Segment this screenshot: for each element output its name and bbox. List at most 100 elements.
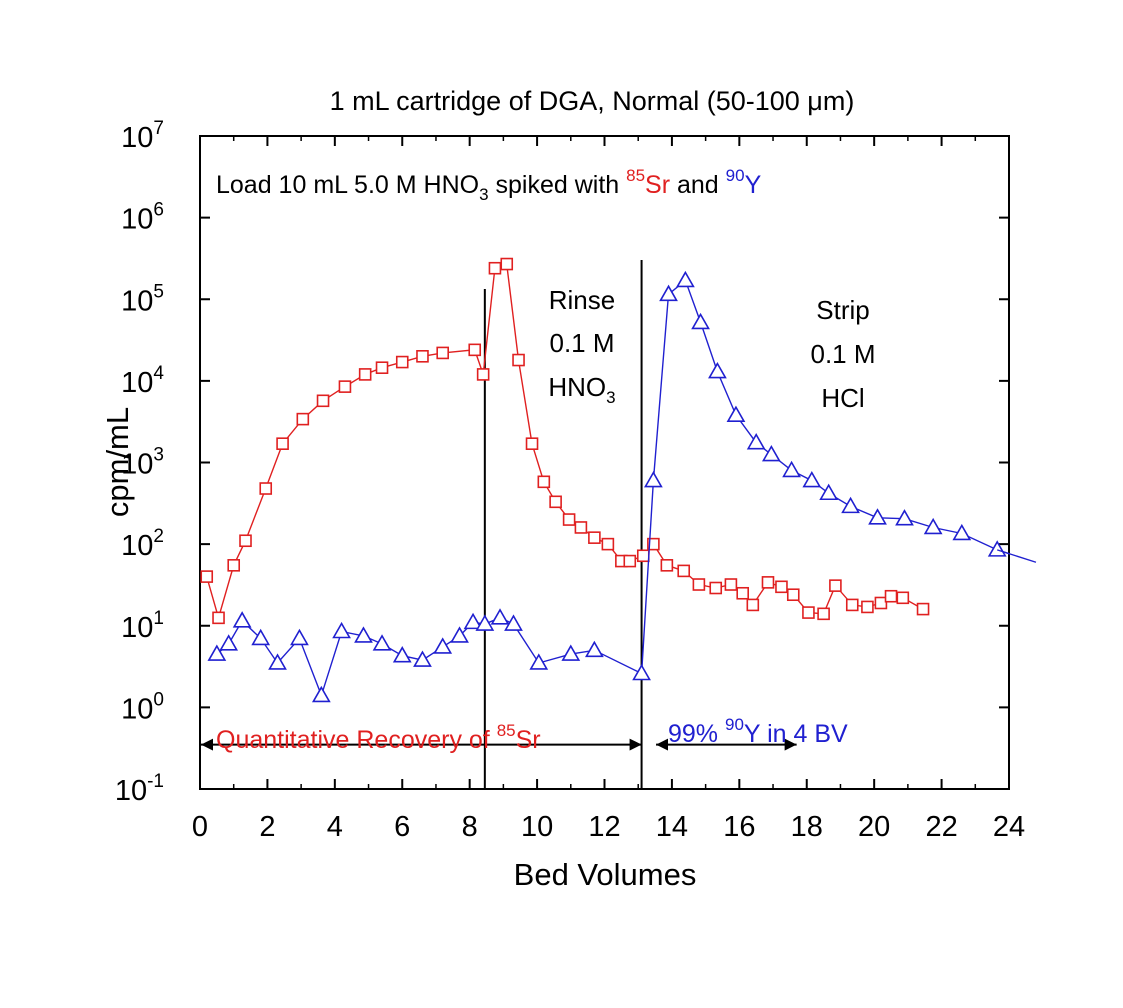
square-point — [761, 576, 775, 589]
square-point — [500, 257, 514, 271]
triangle-point — [585, 640, 604, 658]
x-axis-label: Bed Volumes — [514, 857, 697, 892]
series-line — [216, 279, 1009, 698]
square-point — [549, 495, 562, 509]
triangle-point — [392, 646, 412, 663]
load-annotation: Load 10 mL 5.0 M HNO3 spiked with 85Sr a… — [216, 166, 762, 204]
x-tick-label: 16 — [723, 811, 755, 843]
square-point — [736, 586, 750, 600]
square-point — [786, 588, 800, 602]
x-tick-label: 10 — [521, 811, 553, 843]
y-tick-label: 101 — [121, 608, 164, 644]
triangle-point — [529, 653, 549, 670]
x-tick-label: 2 — [259, 811, 275, 843]
triangle-point — [632, 663, 651, 681]
x-tick-label: 20 — [858, 811, 890, 843]
square-point — [896, 591, 910, 605]
triangle-point — [354, 626, 373, 643]
square-point — [861, 600, 874, 614]
x-tick-label: 8 — [462, 811, 478, 843]
square-point — [395, 355, 409, 369]
square-point — [916, 602, 930, 616]
triangle-point — [895, 509, 914, 526]
triangle-point — [433, 637, 453, 654]
triangle-point — [372, 634, 392, 651]
x-tick-label: 6 — [394, 811, 410, 843]
square-point — [488, 261, 502, 275]
y-tick-label: 104 — [121, 363, 164, 399]
square-point — [601, 537, 615, 551]
square-point — [677, 564, 691, 578]
triangle-point — [659, 284, 678, 302]
series-line-overflow — [996, 549, 1037, 563]
square-point — [802, 606, 815, 619]
square-point — [259, 482, 273, 495]
y-tick-labels: 10-1 100 101 102 103 104 105 106 107 — [115, 118, 165, 807]
square-point — [588, 531, 601, 544]
y-tick-label: 106 — [121, 200, 164, 236]
triangle-point — [841, 496, 860, 514]
x-tick-label: 14 — [656, 811, 688, 843]
square-point — [829, 579, 842, 592]
series-triangle — [207, 270, 1009, 703]
square-point — [623, 554, 637, 568]
svg-text:HCl: HCl — [821, 383, 864, 413]
square-point — [692, 578, 706, 591]
svg-text:0.1 M: 0.1 M — [549, 328, 614, 358]
square-point — [375, 361, 389, 375]
y-tick-label: 105 — [121, 281, 164, 317]
square-point — [775, 580, 788, 594]
y-axis-label: cpm/mL — [100, 407, 135, 517]
square-point — [525, 437, 539, 450]
square-point — [436, 346, 450, 360]
x-tick-label: 12 — [588, 811, 620, 843]
triangle-point — [475, 614, 495, 631]
triangle-point — [923, 517, 943, 535]
square-point — [316, 394, 330, 408]
triangle-point — [561, 644, 581, 661]
strip-annotation: Strip 0.1 M HCl — [810, 295, 875, 413]
x-tick-label: 0 — [192, 811, 208, 843]
triangle-point — [987, 540, 1007, 557]
triangle-point — [311, 685, 331, 703]
y-tick-label: 103 — [121, 445, 164, 481]
x-tick-label: 18 — [791, 811, 823, 843]
triangle-point — [413, 650, 432, 667]
square-point — [276, 437, 289, 450]
triangle-point — [868, 508, 887, 525]
sr-recovery-label: Quantitative Recovery of 85Sr — [216, 721, 541, 754]
square-point — [227, 559, 241, 572]
triangle-point — [232, 611, 252, 628]
square-point — [212, 611, 225, 625]
rinse-annotation: Rinse 0.1 M HNO3 — [548, 285, 615, 407]
triangle-point — [819, 483, 839, 501]
square-point — [724, 578, 738, 591]
square-point — [660, 559, 674, 572]
triangle-point — [219, 634, 239, 651]
square-point — [416, 350, 429, 363]
square-point — [468, 343, 482, 357]
triangle-point — [268, 653, 287, 670]
square-point — [647, 537, 660, 551]
y-tick-label: 10-1 — [115, 771, 164, 807]
triangle-point — [207, 644, 227, 661]
square-point — [537, 475, 551, 489]
triangle-point — [463, 612, 483, 630]
triangle-point — [643, 470, 663, 488]
x-tick-label: 4 — [327, 811, 343, 843]
square-point — [562, 513, 576, 526]
triangle-point — [251, 628, 271, 646]
svg-text:HNO3: HNO3 — [548, 372, 615, 407]
square-point — [746, 598, 760, 612]
square-point — [476, 368, 490, 381]
series-square — [200, 257, 930, 625]
square-point — [874, 596, 888, 610]
square-point — [239, 534, 252, 548]
svg-text:Rinse: Rinse — [549, 285, 615, 315]
triangle-point — [691, 312, 710, 330]
triangle-point — [746, 433, 766, 450]
x-tick-label: 24 — [993, 811, 1025, 843]
square-point — [845, 598, 859, 612]
triangle-point — [490, 608, 510, 625]
triangle-point — [504, 614, 523, 631]
